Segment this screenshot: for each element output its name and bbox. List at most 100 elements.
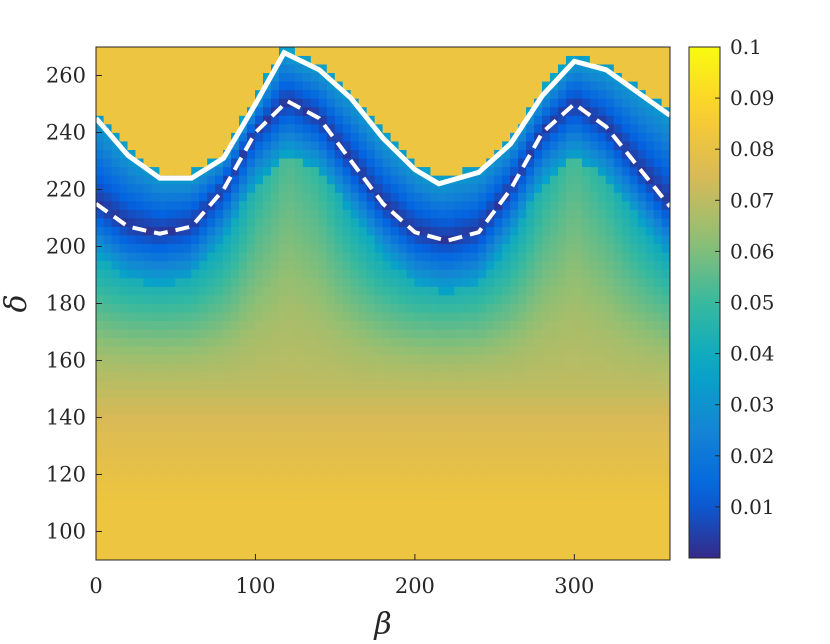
heatmap-cell (215, 55, 224, 65)
heatmap-cell (526, 448, 535, 458)
heatmap-cell (510, 431, 519, 441)
heatmap-cell (637, 55, 647, 65)
heatmap-cell (486, 439, 496, 450)
heatmap-cell (486, 55, 496, 65)
heatmap-cell (557, 371, 567, 381)
heatmap-cell (223, 337, 232, 347)
heatmap-cell (502, 217, 511, 227)
heatmap-cell (270, 345, 280, 356)
heatmap-cell (430, 149, 440, 159)
heatmap-cell (111, 525, 121, 535)
heatmap-cell (613, 448, 623, 458)
heatmap-cell (358, 551, 368, 560)
heatmap-cell (239, 226, 248, 236)
heatmap-cell (414, 388, 424, 398)
heatmap-cell (534, 234, 543, 245)
heatmap-cell (127, 132, 137, 142)
heatmap-cell (406, 551, 416, 560)
heatmap-cell (398, 268, 408, 279)
heatmap-cell (382, 149, 392, 159)
heatmap-cell (159, 303, 169, 313)
heatmap-cell (286, 542, 296, 552)
heatmap-cell (478, 362, 488, 373)
heatmap-cell (255, 63, 264, 74)
heatmap-cell (263, 542, 272, 552)
heatmap-cell (557, 303, 567, 313)
heatmap-cell (454, 499, 464, 510)
heatmap-cell (502, 337, 511, 347)
heatmap-cell (526, 525, 535, 535)
heatmap-cell (422, 260, 432, 270)
heatmap-cell (573, 422, 583, 433)
heatmap-cell (454, 80, 464, 91)
heatmap-cell (470, 217, 480, 227)
heatmap-cell (470, 47, 480, 56)
heatmap-cell (374, 286, 384, 296)
heatmap-cell (302, 226, 312, 236)
heatmap-cell (334, 405, 344, 416)
heatmap-cell (294, 465, 304, 475)
heatmap-cell (446, 516, 456, 527)
heatmap-cell (334, 303, 344, 313)
heatmap-cell (653, 132, 663, 142)
heatmap-cell (589, 362, 599, 373)
heatmap-cell (430, 72, 440, 82)
heatmap-cell (613, 457, 623, 467)
heatmap-cell (573, 491, 583, 501)
heatmap-cell (494, 294, 503, 304)
heatmap-cell (438, 482, 448, 492)
heatmap-cell (96, 166, 105, 176)
heatmap-cell (103, 106, 113, 116)
heatmap-cell (247, 491, 256, 501)
heatmap-cell (263, 525, 272, 535)
heatmap-cell (215, 465, 224, 475)
heatmap-cell (454, 533, 464, 544)
heatmap-cell (366, 337, 376, 347)
heatmap-cell (430, 380, 440, 390)
heatmap-cell (183, 388, 193, 398)
heatmap-cell (597, 380, 607, 390)
heatmap-cell (223, 200, 232, 210)
heatmap-cell (223, 414, 232, 424)
heatmap-cell (406, 422, 416, 433)
heatmap-cell (255, 525, 264, 535)
heatmap-cell (207, 465, 216, 475)
heatmap-cell (390, 200, 400, 210)
heatmap-cell (96, 525, 105, 535)
heatmap-cell (550, 388, 559, 398)
heatmap-cell (422, 140, 432, 150)
heatmap-cell (326, 320, 336, 330)
heatmap-cell (119, 405, 129, 416)
heatmap-cell (462, 55, 472, 65)
heatmap-cell (597, 115, 607, 125)
heatmap-cell (438, 260, 448, 270)
heatmap-cell (414, 499, 424, 510)
heatmap-cell (103, 516, 113, 527)
heatmap-cell (175, 337, 185, 347)
heatmap-cell (223, 268, 232, 279)
heatmap-cell (103, 260, 113, 270)
heatmap-cell (470, 55, 480, 65)
heatmap-cell (111, 551, 121, 560)
heatmap-cell (263, 166, 272, 176)
heatmap-cell (247, 149, 256, 159)
heatmap-cell (446, 123, 456, 133)
heatmap-cell (151, 525, 161, 535)
heatmap-cell (151, 132, 161, 142)
heatmap-cell (494, 542, 503, 552)
heatmap-cell (510, 268, 519, 279)
heatmap-cell (286, 286, 296, 296)
heatmap-cell (382, 55, 392, 65)
heatmap-cell (326, 251, 336, 262)
heatmap-cell (207, 251, 216, 262)
heatmap-cell (526, 63, 535, 74)
heatmap-cell (645, 243, 655, 253)
heatmap-cell (661, 226, 670, 236)
heatmap-cell (637, 183, 647, 193)
heatmap-cell (366, 97, 376, 108)
heatmap-cell (510, 200, 519, 210)
heatmap-cell (382, 482, 392, 492)
heatmap-cell (510, 234, 519, 245)
heatmap-cell (103, 191, 113, 202)
heatmap-cell (637, 260, 647, 270)
